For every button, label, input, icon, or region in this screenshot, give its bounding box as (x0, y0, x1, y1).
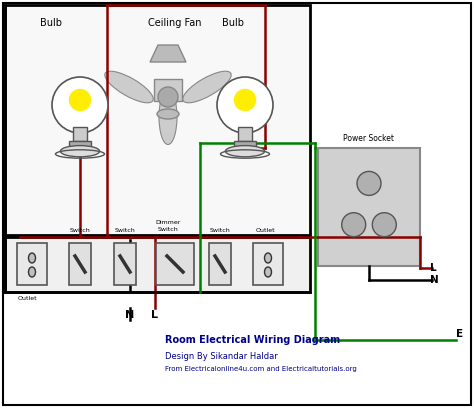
Ellipse shape (183, 71, 231, 103)
Text: N: N (430, 275, 439, 285)
Ellipse shape (28, 267, 36, 277)
Text: Switch: Switch (70, 228, 91, 233)
Text: E: E (456, 329, 463, 339)
Text: L: L (430, 263, 437, 273)
Ellipse shape (264, 253, 272, 263)
FancyBboxPatch shape (156, 243, 194, 285)
Circle shape (372, 213, 396, 237)
FancyBboxPatch shape (73, 127, 87, 142)
Text: L: L (152, 310, 158, 320)
Text: Switch: Switch (158, 227, 179, 232)
Circle shape (158, 87, 178, 107)
Ellipse shape (157, 109, 179, 119)
FancyBboxPatch shape (209, 243, 231, 285)
FancyBboxPatch shape (17, 243, 47, 285)
Text: From Electricalonline4u.com and Electricaltutorials.org: From Electricalonline4u.com and Electric… (165, 366, 357, 372)
Text: Power Socket: Power Socket (344, 134, 394, 143)
Ellipse shape (60, 146, 100, 157)
Ellipse shape (28, 253, 36, 263)
Text: N: N (126, 310, 135, 320)
FancyBboxPatch shape (69, 142, 91, 151)
FancyBboxPatch shape (238, 127, 252, 142)
Text: Switch: Switch (115, 228, 136, 233)
FancyBboxPatch shape (318, 148, 420, 266)
Text: Outlet: Outlet (18, 296, 37, 301)
Text: Ceiling Fan: Ceiling Fan (148, 18, 201, 28)
Polygon shape (150, 45, 186, 62)
Text: Room Electrical Wiring Diagram: Room Electrical Wiring Diagram (165, 335, 340, 345)
Text: Outlet: Outlet (256, 228, 275, 233)
Ellipse shape (159, 89, 177, 144)
FancyBboxPatch shape (253, 243, 283, 285)
Ellipse shape (105, 71, 153, 103)
Circle shape (234, 89, 256, 111)
Text: Bulb: Bulb (40, 18, 62, 28)
FancyBboxPatch shape (154, 79, 182, 101)
Text: Design By Sikandar Haldar: Design By Sikandar Haldar (165, 352, 278, 361)
FancyBboxPatch shape (234, 142, 256, 151)
Text: Bulb: Bulb (222, 18, 244, 28)
FancyBboxPatch shape (69, 243, 91, 285)
FancyBboxPatch shape (114, 243, 136, 285)
Text: Switch: Switch (210, 228, 231, 233)
Circle shape (69, 89, 91, 111)
Circle shape (342, 213, 366, 237)
Text: Dimmer: Dimmer (155, 220, 181, 225)
Circle shape (357, 171, 381, 195)
FancyBboxPatch shape (5, 5, 310, 235)
Ellipse shape (226, 146, 264, 157)
FancyBboxPatch shape (5, 237, 310, 292)
Circle shape (52, 77, 108, 133)
Ellipse shape (264, 267, 272, 277)
Circle shape (217, 77, 273, 133)
